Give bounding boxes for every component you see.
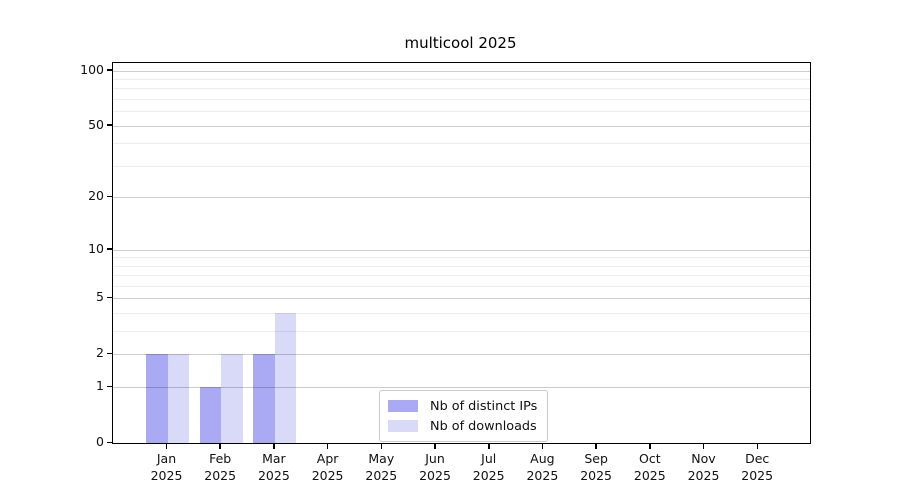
- x-tick-mark: [326, 443, 329, 449]
- x-tick-mark: [756, 443, 758, 449]
- legend-row-downloads: Nb of downloads: [388, 417, 537, 435]
- x-tick-mark: [595, 443, 597, 449]
- minor-gridline: [113, 165, 810, 167]
- y-tick-label: 100: [80, 61, 104, 77]
- minor-gridline: [113, 257, 810, 259]
- x-tick-mark: [380, 443, 383, 449]
- x-tick-mark: [649, 443, 651, 449]
- y-tick-mark: [107, 69, 112, 71]
- bar-downloads: [167, 354, 189, 443]
- major-gridline: [113, 70, 810, 72]
- minor-gridline: [113, 143, 810, 145]
- x-tick-label: Jun 2025: [419, 451, 451, 483]
- y-tick-mark: [107, 352, 112, 355]
- major-gridline: [113, 125, 810, 127]
- x-tick-label: May 2025: [365, 451, 398, 483]
- x-tick-label: Oct 2025: [633, 451, 666, 483]
- y-tick-label: 10: [88, 240, 104, 256]
- bar-downloads: [274, 313, 297, 443]
- minor-gridline: [113, 313, 810, 315]
- legend: Nb of distinct IPs Nb of downloads: [379, 390, 549, 442]
- minor-gridline: [113, 88, 810, 90]
- minor-gridline: [113, 79, 810, 80]
- x-tick-mark: [702, 443, 705, 449]
- x-tick-label: Aug 2025: [526, 451, 559, 483]
- y-tick-label: 20: [88, 188, 104, 204]
- x-tick-label: Jan 2025: [150, 451, 183, 483]
- y-tick-mark: [107, 248, 112, 250]
- y-tick-mark: [107, 124, 112, 126]
- minor-gridline: [113, 111, 810, 113]
- bar-downloads: [221, 354, 243, 443]
- y-tick-label: 5: [96, 289, 104, 305]
- minor-gridline: [113, 275, 810, 277]
- major-gridline: [113, 249, 810, 251]
- x-tick-label: Nov 2025: [687, 451, 720, 483]
- legend-label-downloads: Nb of downloads: [430, 418, 537, 434]
- minor-gridline: [113, 99, 810, 101]
- y-tick-mark: [107, 195, 112, 198]
- x-tick-mark: [165, 443, 168, 449]
- bar-distinct-ips: [199, 387, 222, 443]
- x-tick-mark: [488, 443, 490, 449]
- plot-area: Nb of distinct IPs Nb of downloads: [112, 62, 811, 444]
- x-tick-mark: [434, 443, 436, 449]
- y-tick-label: 0: [96, 434, 104, 449]
- y-tick-label: 1: [96, 378, 104, 394]
- minor-gridline: [113, 331, 810, 333]
- legend-label-distinct-ips: Nb of distinct IPs: [430, 398, 538, 414]
- x-tick-mark: [219, 443, 221, 449]
- x-tick-mark: [273, 443, 275, 449]
- x-tick-mark: [541, 443, 544, 449]
- bar-distinct-ips: [146, 354, 168, 443]
- y-tick-mark: [107, 385, 112, 388]
- x-tick-label: Dec 2025: [741, 451, 774, 483]
- bar-distinct-ips: [253, 354, 275, 443]
- legend-row-distinct-ips: Nb of distinct IPs: [388, 397, 537, 415]
- y-tick-label: 50: [88, 116, 104, 132]
- x-tick-label: Apr 2025: [311, 451, 344, 483]
- legend-swatch-distinct-ips: [388, 400, 418, 412]
- x-tick-label: Jul 2025: [472, 451, 505, 483]
- major-gridline: [113, 197, 810, 199]
- x-tick-label: Feb 2025: [204, 451, 237, 483]
- major-gridline: [113, 298, 810, 300]
- x-tick-label: Sep 2025: [580, 451, 612, 483]
- major-gridline: [113, 354, 810, 356]
- major-gridline: [113, 387, 810, 389]
- minor-gridline: [113, 286, 810, 287]
- legend-swatch-downloads: [388, 420, 418, 432]
- x-tick-label: Mar 2025: [257, 451, 290, 483]
- y-tick-mark: [107, 441, 112, 443]
- minor-gridline: [113, 265, 810, 267]
- y-tick-mark: [107, 296, 112, 299]
- y-tick-label: 2: [96, 345, 104, 361]
- chart-title: multicool 2025: [404, 34, 517, 52]
